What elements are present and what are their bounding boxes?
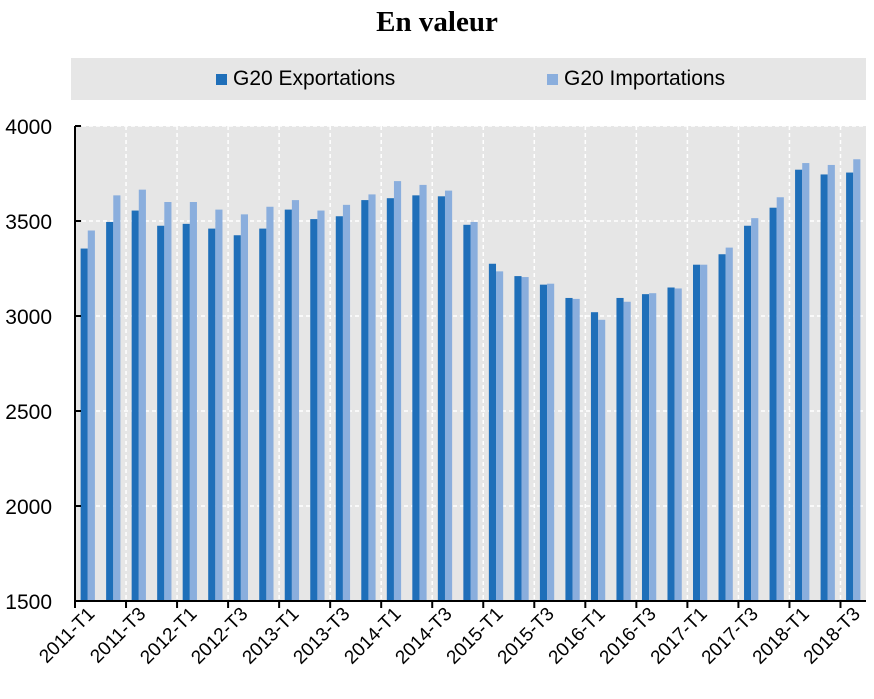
bar-imports <box>776 197 784 601</box>
bar-exports <box>744 225 752 601</box>
bar-exports <box>769 207 777 601</box>
bar-imports <box>496 271 504 601</box>
bar-imports <box>572 298 580 601</box>
bar-exports <box>667 287 675 601</box>
bar-imports <box>189 202 197 601</box>
bar-exports <box>335 216 343 601</box>
bar-imports <box>393 181 402 601</box>
bar-imports <box>547 283 555 601</box>
bar-exports <box>386 198 394 601</box>
bar-imports <box>138 189 146 601</box>
bar-exports <box>463 224 471 602</box>
legend-label-exports: G20 Exportations <box>233 67 396 90</box>
bar-exports <box>233 235 241 601</box>
bar-imports <box>598 319 606 601</box>
y-tick-label: 2000 <box>5 496 52 519</box>
y-tick-label: 2500 <box>5 401 52 424</box>
x-tick-label: 2018-T3 <box>800 604 865 669</box>
bar-imports <box>802 163 810 602</box>
legend-item-imports: G20 Importations <box>547 58 725 100</box>
legend-item-exports: G20 Exportations <box>216 58 395 100</box>
legend-label-imports: G20 Importations <box>564 67 726 90</box>
bar-exports <box>820 174 828 601</box>
bar-imports <box>623 301 631 601</box>
bar-exports <box>310 219 318 601</box>
bar-exports <box>693 264 701 601</box>
bar-exports <box>718 254 726 601</box>
bar-exports <box>131 210 139 602</box>
y-tick-label: 1500 <box>5 591 52 614</box>
bar-imports <box>751 218 759 601</box>
y-tick-label: 3000 <box>5 306 52 329</box>
bar-exports <box>488 263 497 601</box>
bar-imports <box>342 204 351 601</box>
bar-imports <box>368 194 376 601</box>
bar-imports <box>649 293 657 601</box>
bar-exports <box>80 248 88 602</box>
bar-imports <box>827 164 835 601</box>
bar-imports <box>674 288 682 601</box>
bar-imports <box>700 264 708 601</box>
bar-exports <box>284 209 292 601</box>
bar-exports <box>795 169 803 601</box>
bar-exports <box>361 200 369 601</box>
bar-imports <box>725 247 733 601</box>
bar-imports <box>113 195 121 601</box>
bar-imports <box>419 184 427 601</box>
bar-exports <box>590 312 599 601</box>
bar-imports <box>317 210 325 602</box>
bar-exports <box>514 276 522 601</box>
bar-imports <box>240 214 248 601</box>
bar-exports <box>539 284 548 601</box>
bar-exports <box>616 297 624 601</box>
legend: G20 Exportations G20 Importations <box>71 58 866 100</box>
bar-exports <box>437 196 445 602</box>
bar-exports <box>259 228 267 601</box>
y-tick-label: 4000 <box>5 116 52 139</box>
bar-exports <box>565 297 573 601</box>
bar-exports <box>641 294 650 601</box>
bar-imports <box>521 277 529 601</box>
bar-imports <box>87 230 95 601</box>
chart-title: En valeur <box>376 6 498 38</box>
bar-exports <box>182 223 190 601</box>
legend-swatch-exports <box>216 73 227 85</box>
y-tick-label: 3500 <box>5 211 52 234</box>
bar-imports <box>444 190 453 601</box>
bar-imports <box>164 202 172 601</box>
bar-exports <box>846 172 854 602</box>
bar-exports <box>208 228 216 601</box>
bar-imports <box>853 159 861 601</box>
bar-imports <box>215 209 223 601</box>
bar-imports <box>470 221 478 601</box>
bar-imports <box>266 206 274 601</box>
bar-exports <box>157 225 165 601</box>
bar-exports <box>412 195 420 601</box>
bar-imports <box>291 200 300 601</box>
legend-swatch-imports <box>547 73 558 85</box>
bar-exports <box>106 221 114 601</box>
